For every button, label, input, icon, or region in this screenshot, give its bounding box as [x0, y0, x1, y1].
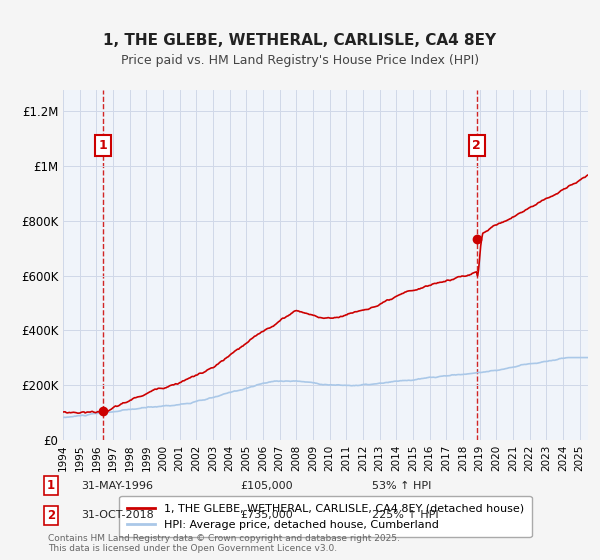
- Text: 2: 2: [472, 139, 481, 152]
- Text: 31-OCT-2018: 31-OCT-2018: [81, 510, 154, 520]
- Text: 1, THE GLEBE, WETHERAL, CARLISLE, CA4 8EY: 1, THE GLEBE, WETHERAL, CARLISLE, CA4 8E…: [103, 32, 497, 48]
- Legend: 1, THE GLEBE, WETHERAL, CARLISLE, CA4 8EY (detached house), HPI: Average price, : 1, THE GLEBE, WETHERAL, CARLISLE, CA4 8E…: [119, 496, 532, 537]
- Text: £105,000: £105,000: [240, 480, 293, 491]
- Text: 1: 1: [99, 139, 108, 152]
- Text: 53% ↑ HPI: 53% ↑ HPI: [372, 480, 431, 491]
- Text: 31-MAY-1996: 31-MAY-1996: [81, 480, 153, 491]
- Text: 1: 1: [47, 479, 55, 492]
- Text: Contains HM Land Registry data © Crown copyright and database right 2025.
This d: Contains HM Land Registry data © Crown c…: [48, 534, 400, 553]
- Text: £735,000: £735,000: [240, 510, 293, 520]
- Text: 2: 2: [47, 508, 55, 522]
- Text: Price paid vs. HM Land Registry's House Price Index (HPI): Price paid vs. HM Land Registry's House …: [121, 54, 479, 67]
- Text: 225% ↑ HPI: 225% ↑ HPI: [372, 510, 439, 520]
